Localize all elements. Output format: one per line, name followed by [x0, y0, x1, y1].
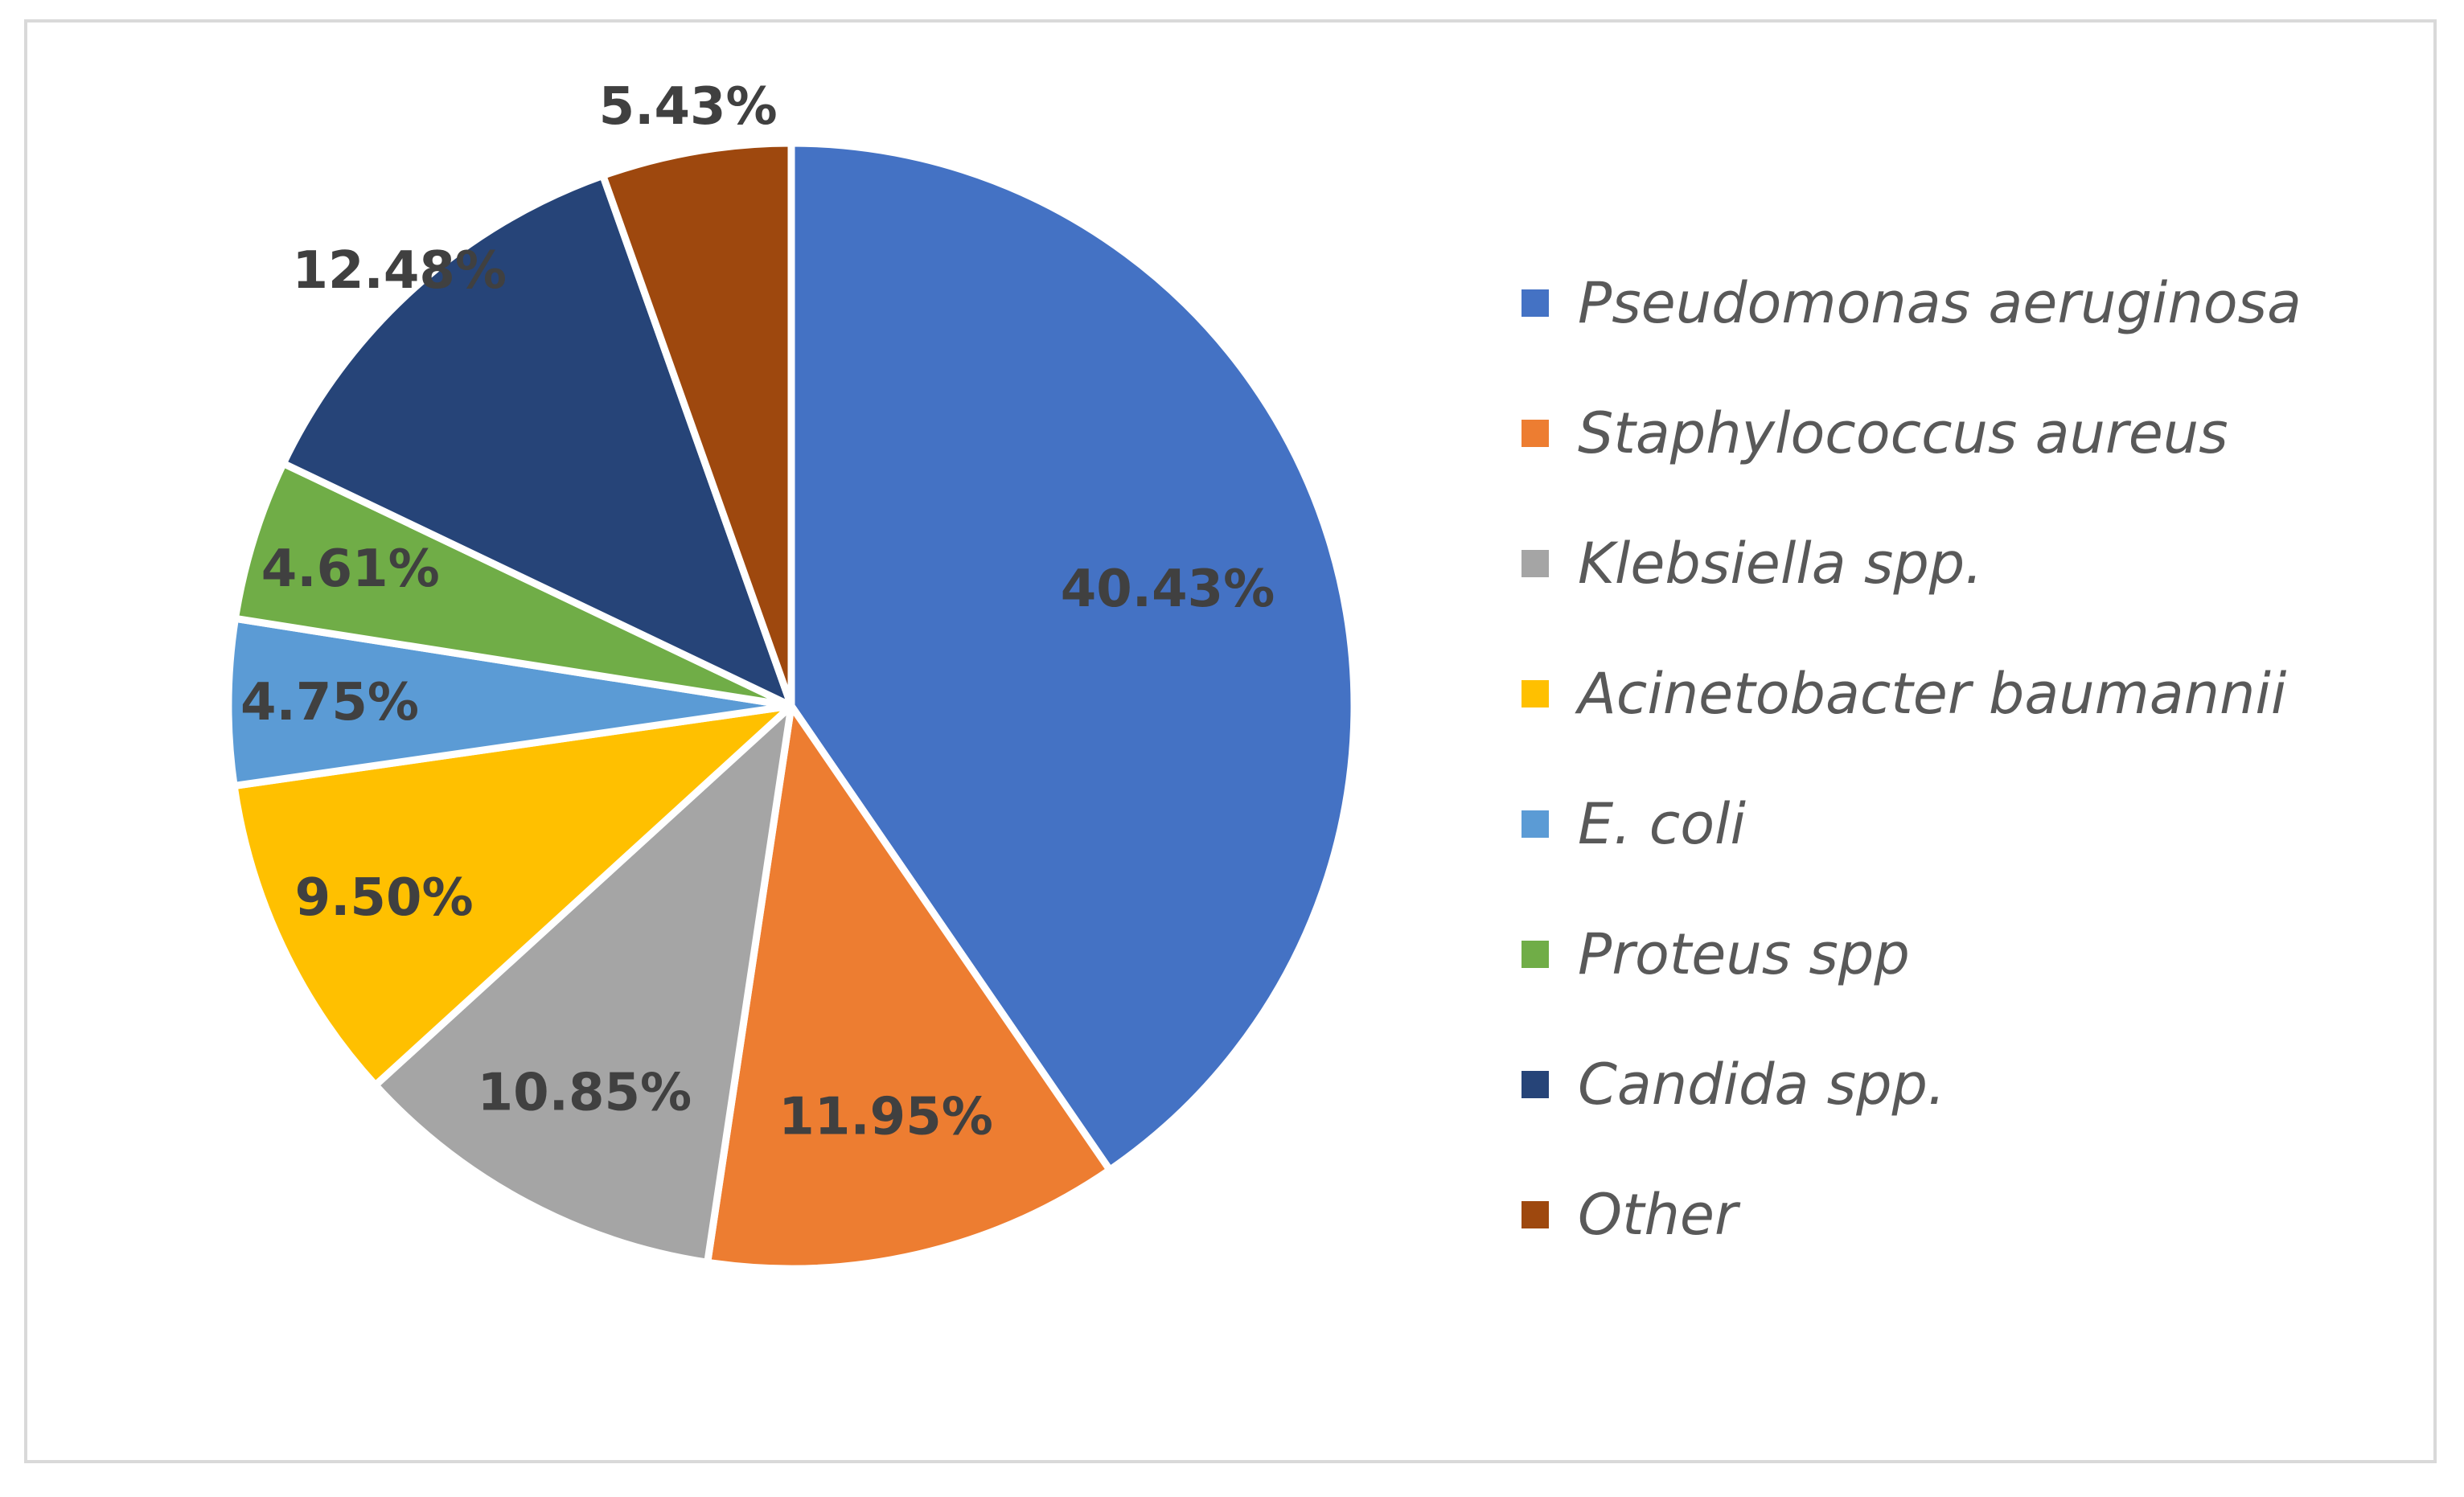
legend-swatch-acinetobacter-baumannii — [1522, 680, 1549, 707]
legend-swatch-candida-spp — [1522, 1071, 1549, 1098]
pie-slice-pseudomonas-aeruginosa — [787, 139, 1358, 1174]
pie-slice-candida-spp — [279, 171, 795, 710]
pie-chart: 40.43% 11.95% 10.85% 9.50% 4.75% 4.61% 12.48% 5… — [224, 77, 1358, 1273]
legend-item-klebsiella-spp: Klebsiella spp. — [1522, 498, 2302, 629]
legend-item-pseudomonas-aeruginosa: Pseudomonas aeruginosa — [1522, 238, 2302, 368]
data-label-candida-spp: 12.48% — [292, 241, 507, 301]
legend-item-candida-spp: Candida spp. — [1522, 1019, 2302, 1150]
data-label-e-coli: 4.75% — [240, 673, 419, 732]
legend-label-acinetobacter-baumannii: Acinetobacter baumannii — [1578, 661, 2287, 727]
data-label-other: 5.43% — [599, 77, 778, 137]
legend-swatch-e-coli — [1522, 810, 1549, 838]
legend-swatch-proteus-spp — [1522, 941, 1549, 968]
legend-item-acinetobacter-baumannii: Acinetobacter baumannii — [1522, 629, 2302, 759]
legend-item-other: Other — [1522, 1150, 2302, 1280]
legend-item-proteus-spp: Proteus spp — [1522, 889, 2302, 1019]
pie-slice-e-coli — [224, 614, 795, 790]
legend-swatch-other — [1522, 1201, 1549, 1228]
legend-label-klebsiella-spp: Klebsiella spp. — [1578, 531, 1983, 597]
legend-label-pseudomonas-aeruginosa: Pseudomonas aeruginosa — [1578, 270, 2302, 336]
pie-slice-proteus-spp — [231, 459, 795, 710]
data-label-proteus-spp: 4.61% — [261, 539, 440, 599]
pie-slice-klebsiella-spp — [372, 702, 795, 1266]
legend-label-proteus-spp: Proteus spp — [1578, 921, 1910, 987]
legend-item-staphylococcus-aureus: Staphylococcus aureus — [1522, 368, 2302, 498]
legend-swatch-klebsiella-spp — [1522, 550, 1549, 577]
legend-label-candida-spp: Candida spp. — [1578, 1052, 1946, 1118]
legend-label-other: Other — [1578, 1182, 1738, 1248]
legend-swatch-pseudomonas-aeruginosa — [1522, 289, 1549, 317]
pie-slice-staphylococcus-aureus — [704, 702, 1114, 1273]
legend-item-e-coli: E. coli — [1522, 759, 2302, 889]
pie-data-labels: 40.43% 11.95% 10.85% 9.50% 4.75% 4.61% 12.48% 5… — [240, 77, 1275, 1147]
pie-slice-other — [599, 139, 795, 710]
data-label-acinetobacter-baumannii: 9.50% — [295, 868, 474, 928]
legend-swatch-staphylococcus-aureus — [1522, 420, 1549, 447]
pie-slices — [224, 139, 1358, 1273]
data-label-pseudomonas-aeruginosa: 40.43% — [1061, 560, 1275, 619]
data-label-staphylococcus-aureus: 11.95% — [778, 1088, 993, 1147]
legend: Pseudomonas aeruginosa Staphylococcus au… — [1522, 238, 2302, 1280]
legend-label-staphylococcus-aureus: Staphylococcus aureus — [1578, 400, 2228, 466]
data-label-klebsiella-spp: 10.85% — [478, 1064, 692, 1123]
pie-slice-acinetobacter-baumannii — [230, 702, 795, 1089]
chart-frame: 40.43% 11.95% 10.85% 9.50% 4.75% 4.61% 12.48% 5… — [24, 19, 2437, 1463]
legend-label-e-coli: E. coli — [1578, 791, 1746, 857]
